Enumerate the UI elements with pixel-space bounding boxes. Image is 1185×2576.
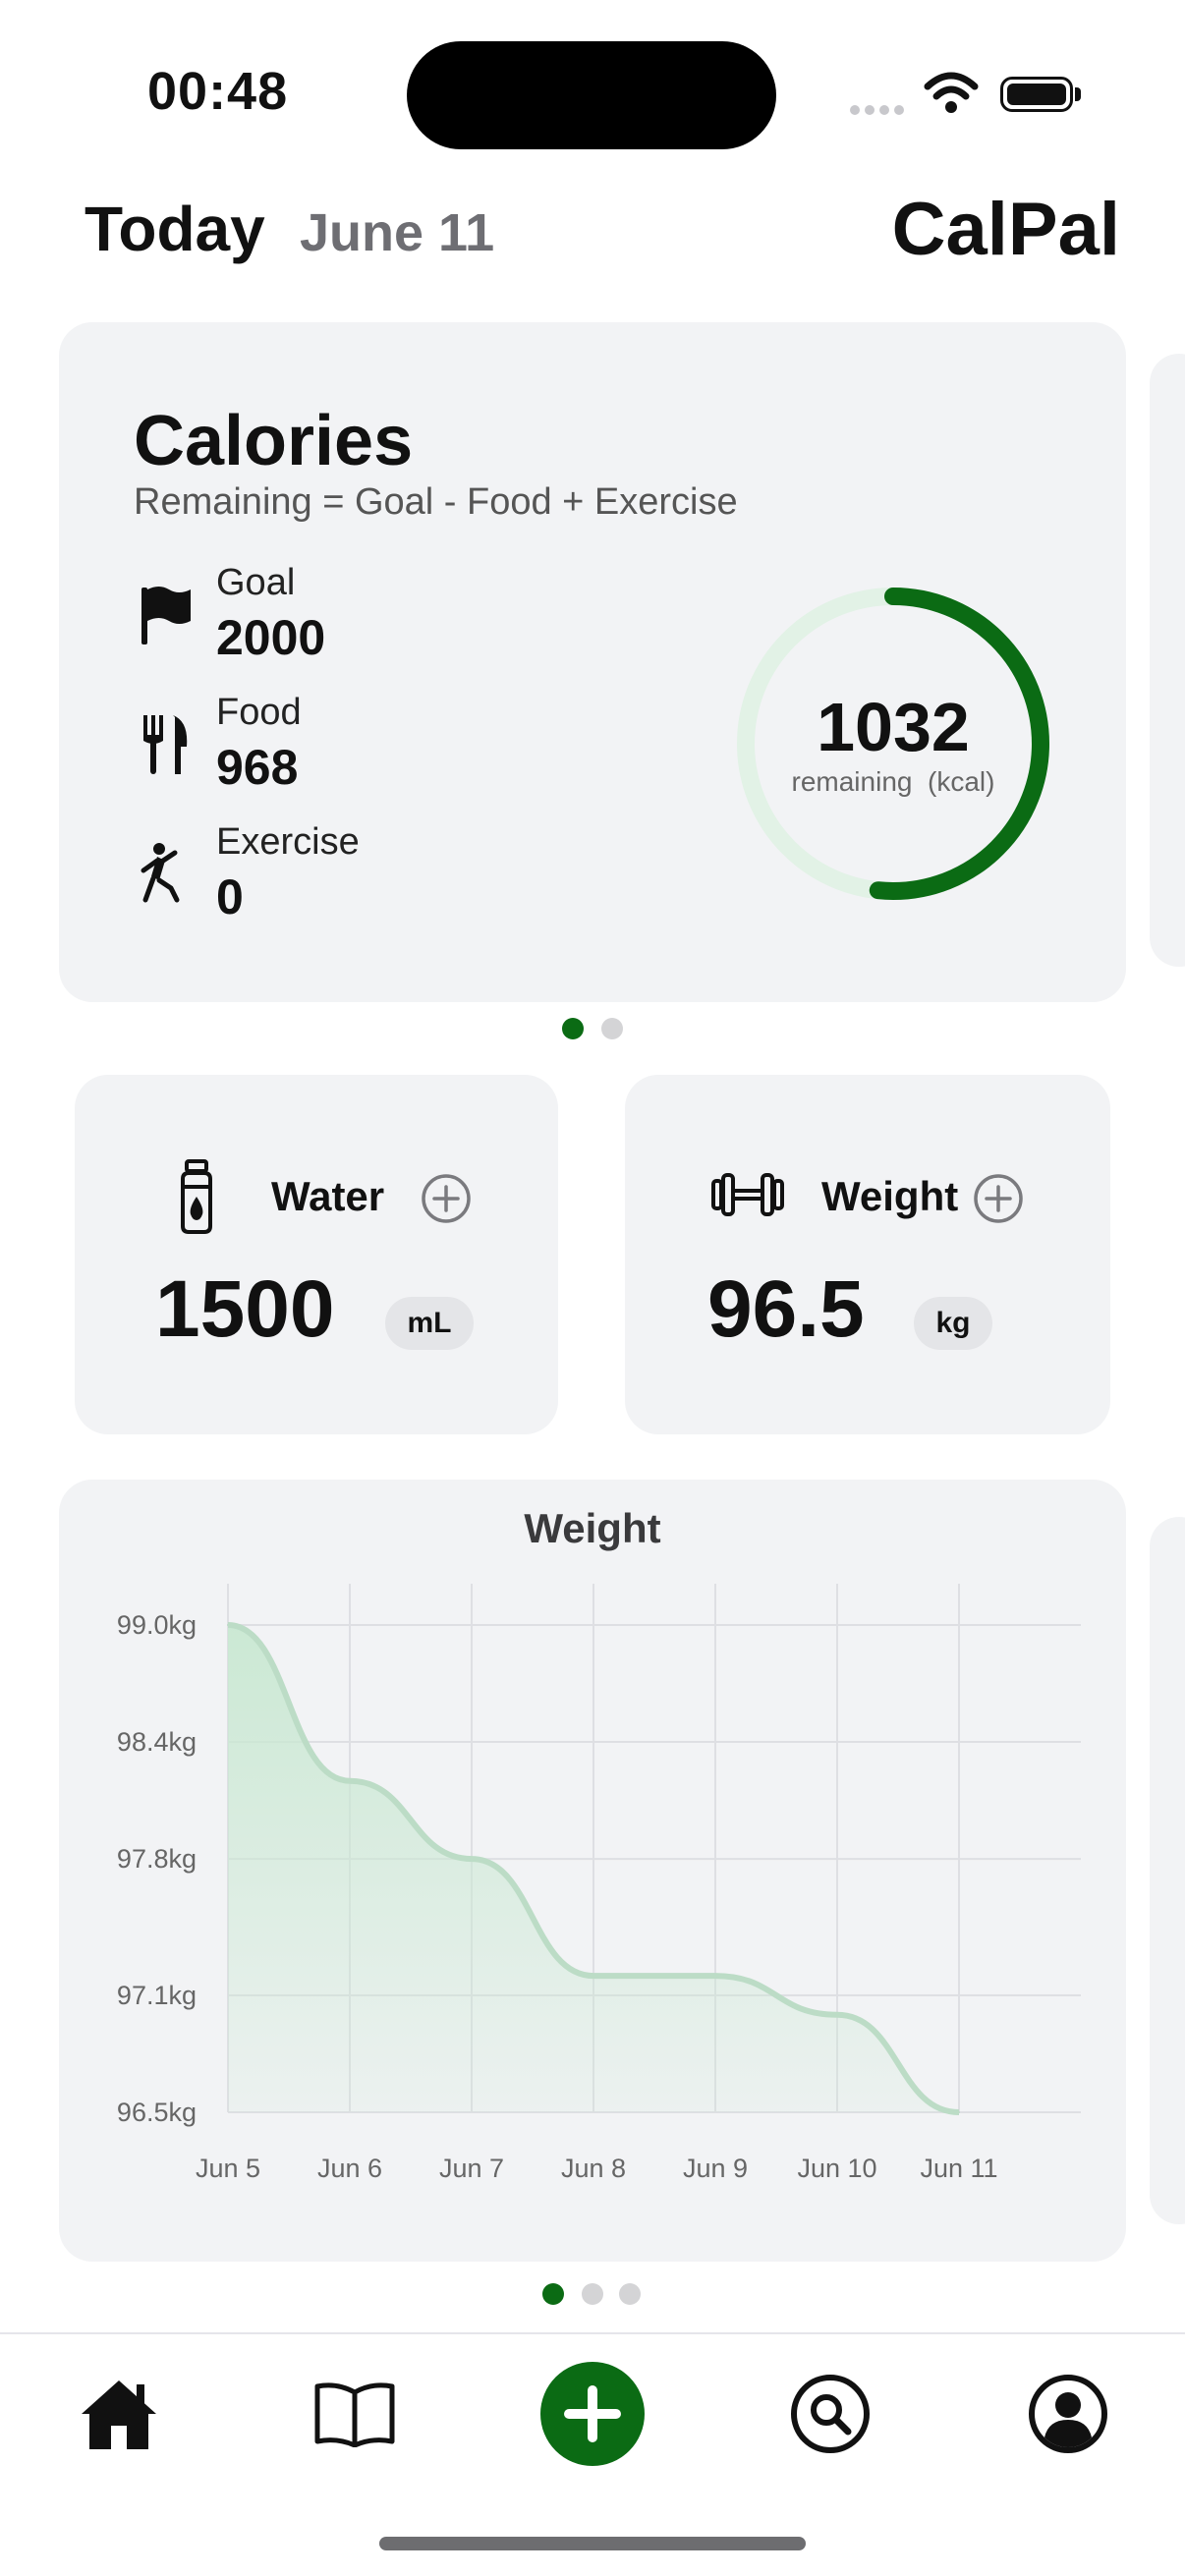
weight-point-4 (714, 1975, 716, 1978)
exercise-label: Exercise (216, 821, 360, 863)
water-card[interactable] (75, 1075, 558, 1434)
remaining-caption: remaining (kcal) (731, 766, 1055, 798)
cellular-signal-icon (850, 102, 909, 120)
chart-title: Weight (524, 1505, 661, 1551)
x-tick-label: Jun 5 (196, 2154, 260, 2183)
next-card-peek[interactable] (1150, 354, 1185, 967)
y-tick-label: 97.1kg (117, 1981, 197, 2010)
x-tick-label: Jun 9 (683, 2154, 748, 2183)
weight-area (228, 1625, 959, 2112)
calories-formula: Remaining = Goal - Food + Exercise (134, 481, 738, 523)
weight-point-1 (349, 1779, 351, 1782)
water-unit: mL (385, 1297, 474, 1350)
weight-point-2 (471, 1858, 473, 1861)
page-title: Today (85, 194, 265, 264)
exercise-value: 0 (216, 869, 244, 924)
next-chart-peek[interactable] (1150, 1517, 1185, 2224)
x-tick-label: Jun 11 (920, 2154, 997, 2183)
app-brand: CalPal (891, 188, 1120, 271)
home-indicator (379, 2537, 806, 2550)
goal-label: Goal (216, 562, 296, 603)
tab-diary[interactable] (291, 2350, 419, 2478)
remaining-value: 1032 (817, 689, 970, 765)
weight-title: Weight (821, 1173, 959, 1219)
home-icon (82, 2380, 156, 2449)
fork-knife-icon (143, 715, 188, 774)
remaining-unit: (kcal) (928, 766, 995, 797)
pager-dot-1[interactable] (562, 1018, 584, 1039)
book-icon (314, 2382, 395, 2447)
weight-point-3 (592, 1975, 594, 1978)
flag-icon (141, 587, 191, 644)
add-weight-button[interactable] (973, 1173, 1024, 1224)
weight-point-0 (227, 1624, 229, 1626)
chart-pager-dot-1[interactable] (542, 2283, 564, 2305)
y-tick-label: 96.5kg (117, 2098, 197, 2127)
profile-icon (1029, 2375, 1107, 2453)
water-value: 1500 (155, 1264, 335, 1354)
y-tick-label: 99.0kg (117, 1610, 197, 1640)
plus-icon (540, 2362, 645, 2466)
wifi-icon (924, 72, 979, 113)
weight-unit: kg (914, 1297, 992, 1350)
x-tick-label: Jun 6 (317, 2154, 382, 2183)
chart-pager-dot-3[interactable] (619, 2283, 641, 2305)
y-tick-label: 97.8kg (117, 1844, 197, 1874)
calories-title: Calories (134, 402, 414, 480)
food-value: 968 (216, 740, 299, 795)
weight-point-5 (836, 2013, 838, 2016)
dynamic-island (407, 41, 776, 149)
ring-progress (737, 588, 1049, 900)
y-tick-label: 98.4kg (117, 1727, 197, 1757)
water-bottle-icon (181, 1159, 212, 1234)
tab-search[interactable] (766, 2350, 894, 2478)
battery-cap (1075, 87, 1081, 101)
weight-card[interactable] (625, 1075, 1110, 1434)
search-icon (791, 2375, 870, 2453)
pager-dot-2[interactable] (601, 1018, 623, 1039)
battery-icon (1000, 77, 1073, 112)
add-water-button[interactable] (421, 1173, 472, 1224)
tab-add[interactable] (529, 2350, 656, 2478)
food-label: Food (216, 692, 302, 733)
calories-remaining-ring (737, 588, 1049, 900)
chart-pager-dot-2[interactable] (582, 2283, 603, 2305)
remaining-label: remaining (791, 766, 913, 797)
dumbbell-icon (711, 1173, 784, 1216)
water-title: Water (271, 1173, 385, 1219)
x-tick-label: Jun 8 (561, 2154, 626, 2183)
weight-value: 96.5 (707, 1264, 865, 1354)
date-label[interactable]: June 11 (300, 203, 495, 262)
weight-point-6 (958, 2111, 960, 2113)
tab-profile[interactable] (1004, 2350, 1132, 2478)
x-tick-label: Jun 10 (797, 2154, 876, 2183)
tab-home[interactable] (55, 2350, 183, 2478)
goal-value: 2000 (216, 610, 326, 665)
x-tick-label: Jun 7 (439, 2154, 504, 2183)
tab-bar-divider (0, 2332, 1185, 2334)
status-time: 00:48 (147, 62, 289, 121)
runner-icon (141, 843, 180, 903)
